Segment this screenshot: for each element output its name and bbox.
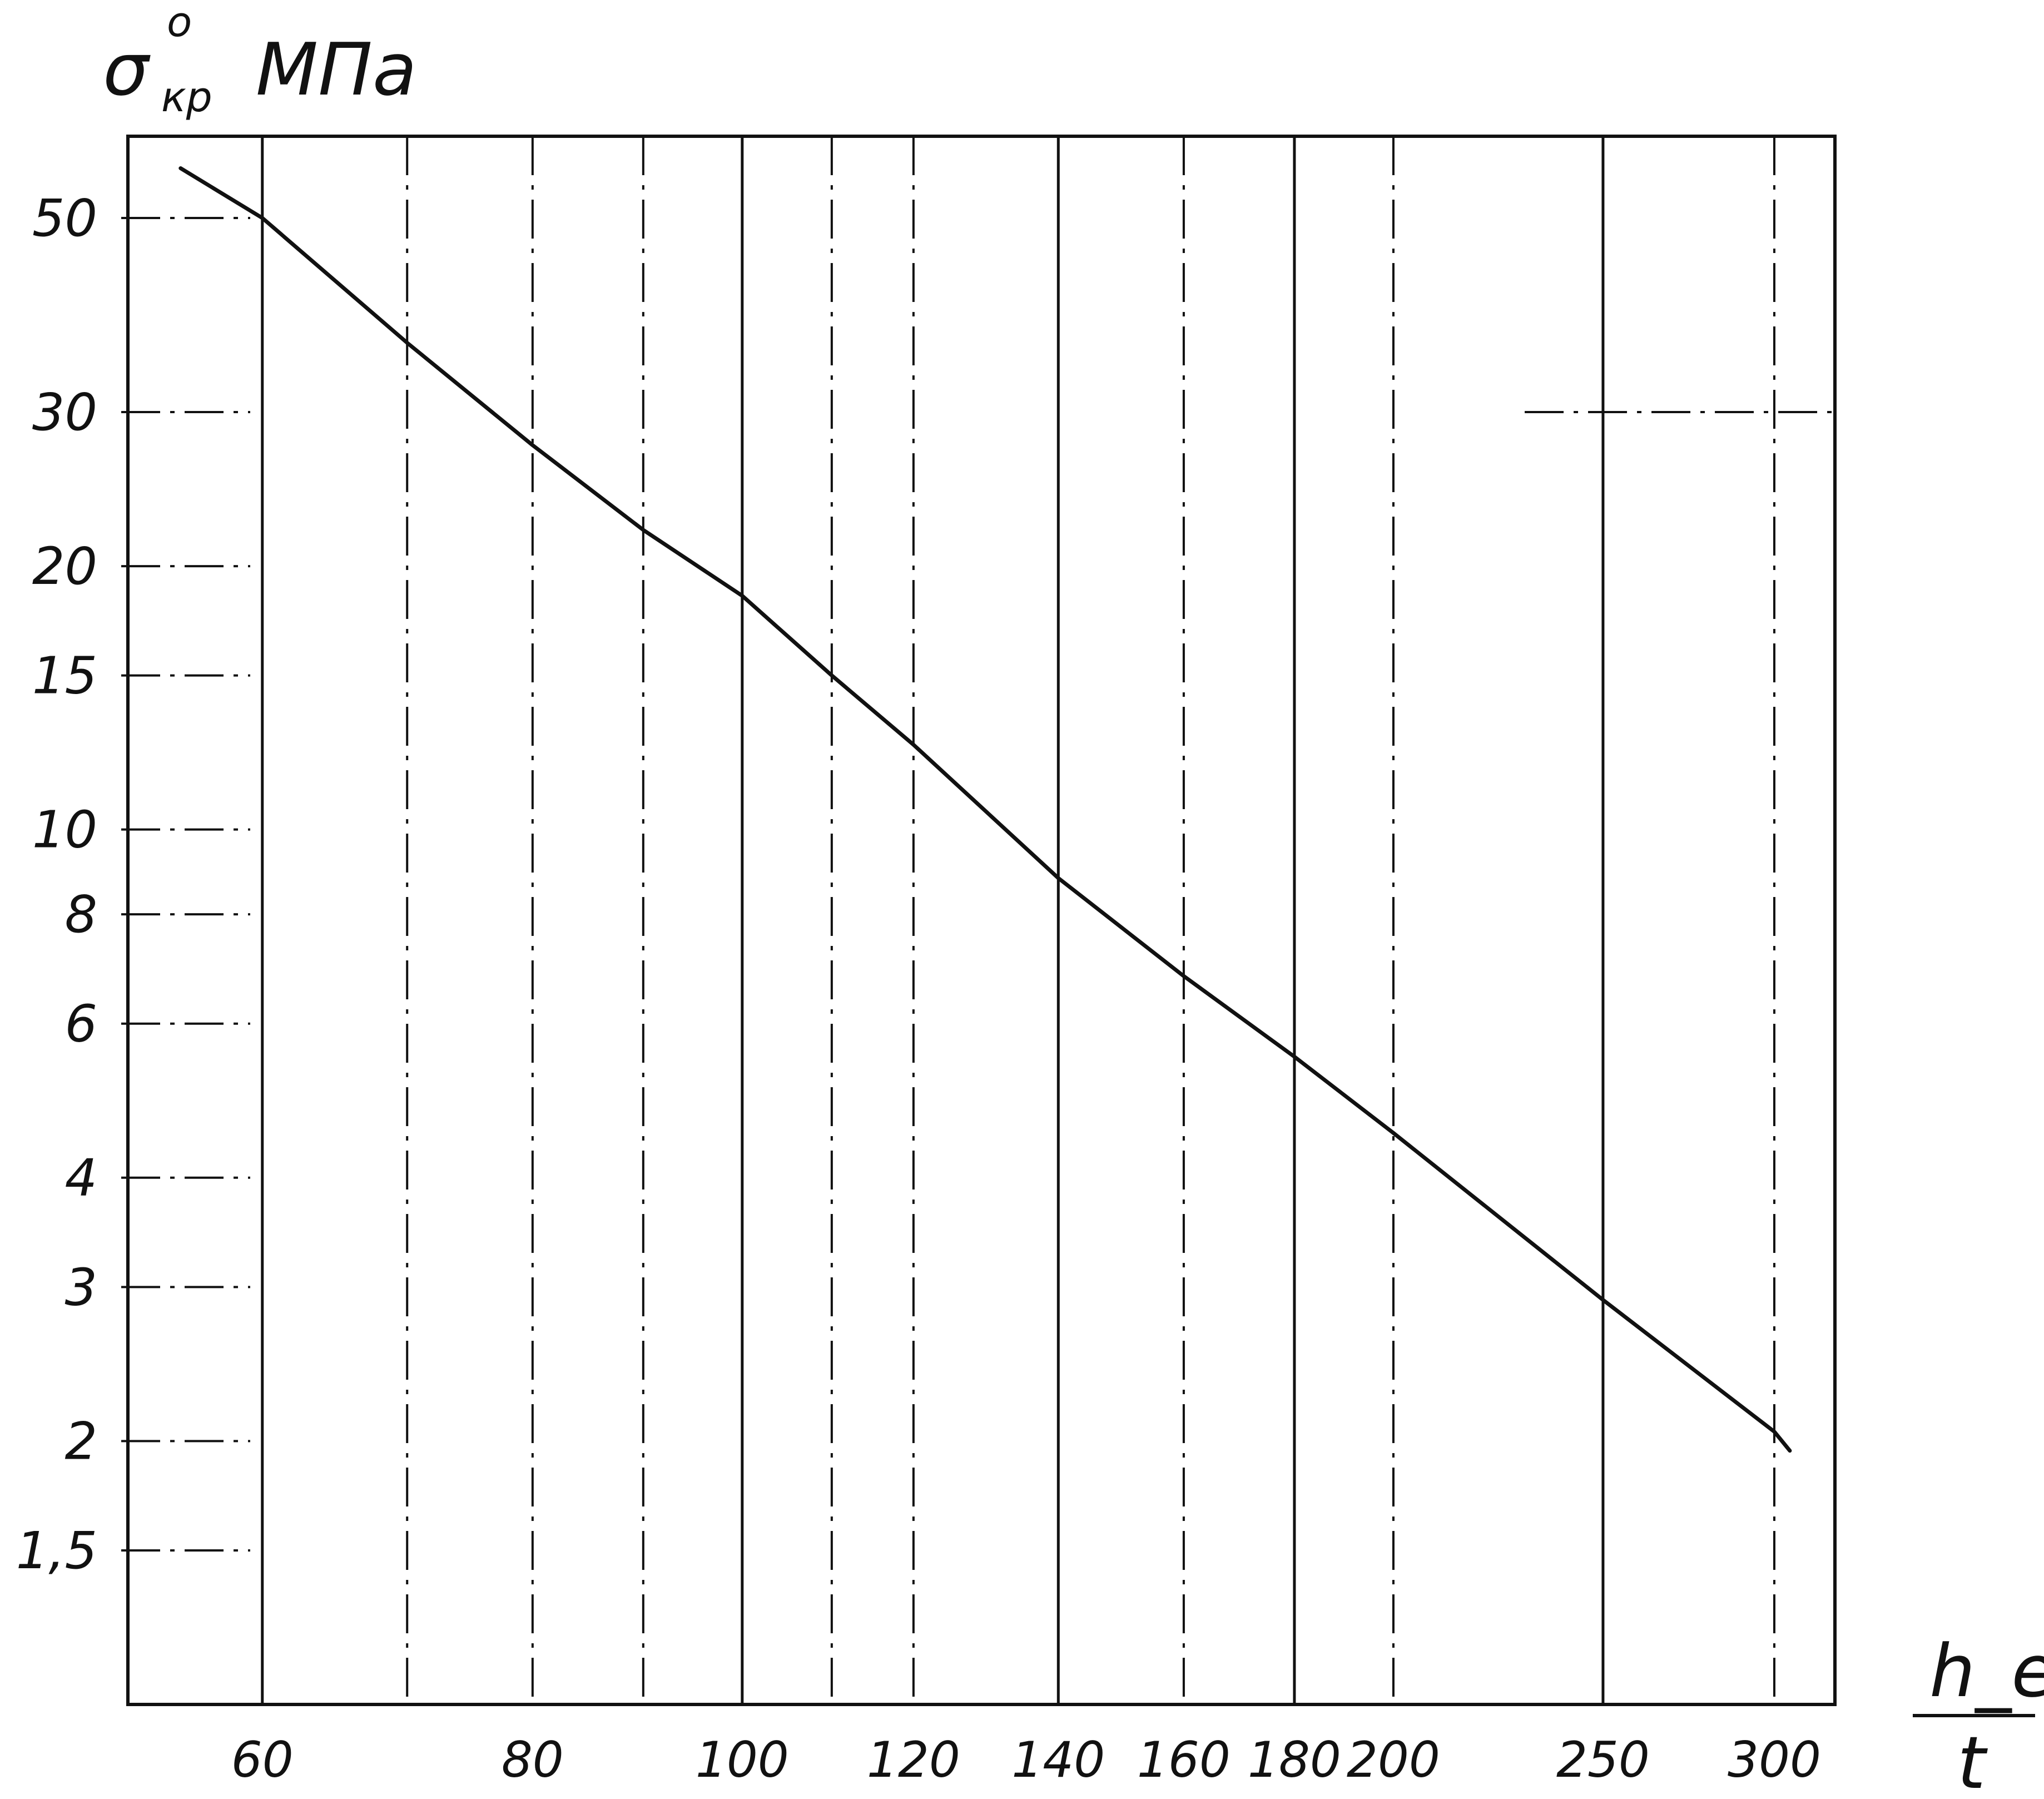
x-gridlines bbox=[261, 136, 1775, 1704]
y-axis-superscript: o bbox=[167, 0, 192, 46]
y-axis-title: σ o кр МПа bbox=[103, 0, 417, 121]
y-tick-label: 4 bbox=[65, 1148, 97, 1208]
y-tick-labels: 1,5 2 3 4 6 8 10 15 20 30 50 bbox=[16, 189, 97, 1580]
x-tick-label: 300 bbox=[1728, 1731, 1821, 1788]
y-tick-label: 1,5 bbox=[16, 1521, 97, 1580]
x-tick-label: 100 bbox=[696, 1731, 789, 1788]
x-tick-label: 120 bbox=[867, 1731, 960, 1788]
x-tick-label: 250 bbox=[1556, 1731, 1650, 1788]
y-axis-symbol: σ bbox=[103, 27, 151, 112]
x-tick-label: 180 bbox=[1248, 1731, 1341, 1788]
y-tick-label: 15 bbox=[32, 646, 97, 706]
y-tick-label: 6 bbox=[65, 994, 97, 1054]
x-tick-label: 200 bbox=[1347, 1731, 1440, 1788]
series-line-0 bbox=[178, 166, 1792, 1453]
y-tick-label: 3 bbox=[65, 1257, 97, 1317]
y-tick-label: 20 bbox=[32, 537, 97, 596]
x-tick-label: 80 bbox=[502, 1731, 564, 1788]
x-axis-denominator: t bbox=[1957, 1721, 1988, 1799]
x-tick-label: 60 bbox=[231, 1731, 294, 1788]
y-tick-label: 2 bbox=[65, 1411, 97, 1471]
x-tick-labels: 60 80 100 120 140 160 180 200 250 300 bbox=[231, 1731, 1821, 1788]
y-gridlines bbox=[121, 216, 1835, 1552]
plot-frame bbox=[126, 135, 1837, 1706]
x-tick-label: 160 bbox=[1137, 1731, 1231, 1788]
y-axis-unit: МПа bbox=[256, 27, 417, 112]
x-axis-title: h_ef t bbox=[1913, 1629, 2044, 1799]
y-tick-label: 30 bbox=[32, 383, 97, 442]
series-group bbox=[178, 166, 1792, 1453]
y-tick-label: 50 bbox=[32, 189, 97, 248]
x-axis-numerator: h_ef bbox=[1929, 1629, 2044, 1713]
y-tick-label: 8 bbox=[65, 885, 97, 944]
x-tick-label: 140 bbox=[1011, 1731, 1105, 1788]
y-axis-subscript: кр bbox=[161, 73, 212, 121]
y-tick-label: 10 bbox=[32, 800, 97, 860]
